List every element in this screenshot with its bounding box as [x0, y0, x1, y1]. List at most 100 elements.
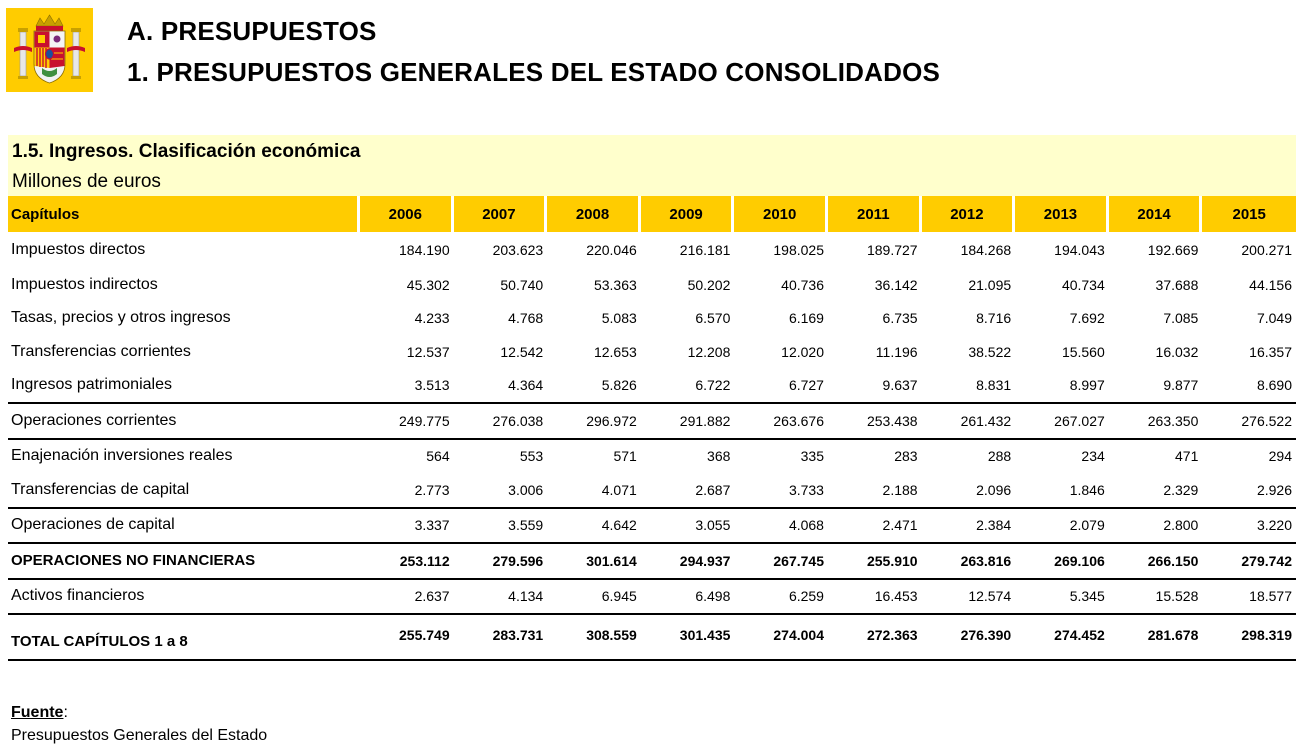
table-cell-value: 194.043: [1054, 242, 1105, 258]
table-cell-value: 6.498: [640, 577, 735, 614]
table-cell-value: 288: [921, 437, 1016, 474]
column-header-year: 2007: [453, 196, 548, 232]
column-header-year: 2011: [827, 196, 922, 232]
row-label: Transferencias corrientes: [11, 342, 191, 360]
table-cell-value: 3.220: [1202, 506, 1296, 543]
table-cell-value: 266.150: [1108, 542, 1203, 578]
table-cell-value: 571: [547, 437, 641, 474]
table-cell-value: 2.384: [921, 506, 1016, 543]
table-cell-value: 2.329: [1163, 481, 1199, 498]
column-header-year: 2015: [1202, 196, 1296, 232]
column-header-capitulos: Capítulos: [8, 196, 361, 232]
table-row: Tasas, precios y otros ingresos 4.233 4.76…: [8, 302, 1296, 336]
table-cell-value: 5.345: [1015, 577, 1109, 614]
table-cell-value: 8.997: [1069, 377, 1105, 394]
table-row: Activos financieros 2.637 4.134 6.945 6.498 6…: [8, 577, 1296, 614]
row-label: Activos financieros: [8, 577, 361, 614]
table-cell-value: 263.350: [1108, 402, 1203, 438]
section-header-band: [8, 135, 1296, 197]
table-cell-value: 253.112: [360, 542, 454, 578]
table-cell-value: 267.027: [1015, 402, 1109, 438]
table-cell-value: 21.095: [968, 276, 1012, 293]
table-cell-value: 40.734: [1061, 276, 1105, 293]
table-cell-value: 50.202: [687, 276, 731, 293]
table-cell-value: 3.006: [508, 481, 544, 498]
table-cell-value: 279.596: [453, 542, 548, 578]
table-cell-value: 8.690: [1256, 377, 1292, 394]
table-cell-value: 2.096: [976, 481, 1012, 498]
table-row: Impuestos directos 184.190 203.623 220.046 2…: [8, 232, 1296, 268]
table-cell-value: 7.085: [1163, 310, 1199, 327]
table-cell-value: 50.740: [500, 276, 544, 293]
table-cell-value: 283: [827, 437, 922, 474]
table-cell-value: 335: [734, 437, 828, 474]
table-cell-value: 294: [1202, 437, 1296, 474]
page-title: A. PRESUPUESTOS: [127, 16, 377, 46]
table-cell-value: 15.560: [1061, 343, 1105, 360]
table-row: OPERACIONES NO FINANCIERAS 253.112 279.596…: [8, 542, 1296, 578]
table-header-row: Capítulos 2006 2007 2008 2009 2010 2011 …: [8, 196, 1296, 232]
table-cell-value: 4.134: [453, 577, 548, 614]
table-cell-value: 38.522: [968, 343, 1012, 360]
column-header-year: 2009: [640, 196, 735, 232]
table-cell-value: 1.846: [1069, 481, 1105, 498]
row-label: Impuestos indirectos: [11, 275, 158, 293]
section-title: 1.5. Ingresos. Clasificación económica: [12, 141, 361, 162]
column-header-year: 2012: [921, 196, 1016, 232]
table-cell-value: 276.390: [921, 613, 1016, 661]
table-cell-value: 249.775: [360, 402, 454, 438]
table-row: Transferencias de capital 2.773 3.006 4.071…: [8, 473, 1296, 507]
table-cell-value: 3.733: [788, 481, 824, 498]
table-cell-value: 203.623: [492, 242, 544, 258]
row-label: Transferencias de capital: [11, 480, 190, 498]
table-cell-value: 4.364: [508, 377, 544, 394]
row-label: Enajenación inversiones reales: [8, 437, 361, 474]
table-cell-value: 184.190: [399, 242, 450, 258]
table-cell-value: 12.537: [406, 343, 450, 360]
table-cell-value: 200.271: [1241, 242, 1292, 258]
row-label: OPERACIONES NO FINANCIERAS: [8, 542, 361, 578]
table-cell-value: 3.513: [414, 377, 450, 394]
column-header-year: 2008: [547, 196, 641, 232]
table-cell-value: 2.926: [1256, 481, 1292, 498]
table-cell-value: 5.826: [601, 377, 637, 394]
table-cell-value: 12.020: [781, 343, 824, 360]
source-label-text: Fuente: [11, 704, 64, 721]
table-cell-value: 216.181: [679, 242, 731, 258]
table-row: Enajenación inversiones reales 564 553 571 3…: [8, 437, 1296, 474]
table-cell-value: 281.678: [1108, 613, 1203, 661]
table-cell-value: 12.542: [500, 343, 544, 360]
table-cell-value: 296.972: [547, 402, 641, 438]
column-header-year: 2014: [1108, 196, 1203, 232]
table-cell-value: 16.032: [1155, 343, 1199, 360]
table-cell-value: 298.319: [1202, 613, 1296, 661]
table-cell-value: 6.722: [695, 377, 731, 394]
table-row: Operaciones de capital 3.337 3.559 4.642 3.0…: [8, 506, 1296, 543]
table-cell-value: 255.749: [360, 613, 454, 661]
table-cell-value: 2.471: [827, 506, 922, 543]
row-label: Tasas, precios y otros ingresos: [11, 309, 231, 327]
table-row: Ingresos patrimoniales 3.513 4.364 5.826 6.7…: [8, 369, 1296, 403]
table-cell-value: 18.577: [1202, 577, 1296, 614]
table-cell-value: 15.528: [1108, 577, 1203, 614]
source-label: Fuente:: [11, 704, 68, 722]
table-cell-value: 276.038: [453, 402, 548, 438]
table-cell-value: 4.768: [508, 310, 544, 327]
table-cell-value: 9.637: [882, 377, 918, 394]
table-cell-value: 6.945: [547, 577, 641, 614]
table-cell-value: 2.079: [1015, 506, 1109, 543]
table-row: Impuestos indirectos 45.302 50.740 53.363 50…: [8, 268, 1296, 302]
table-cell-value: 7.049: [1256, 310, 1292, 327]
table-cell-value: 16.453: [827, 577, 922, 614]
table-cell-value: 269.106: [1015, 542, 1109, 578]
table-cell-value: 274.004: [734, 613, 828, 661]
table-cell-value: 3.055: [640, 506, 735, 543]
table-cell-value: 471: [1108, 437, 1203, 474]
table-cell-value: 283.731: [453, 613, 548, 661]
column-header-year: 2010: [734, 196, 828, 232]
table-row: TOTAL CAPÍTULOS 1 a 8 255.749 283.731 308.5…: [8, 613, 1296, 661]
table-cell-value: 12.653: [593, 343, 637, 360]
column-header-year: 2013: [1015, 196, 1109, 232]
table-cell-value: 263.676: [734, 402, 828, 438]
table-cell-value: 40.736: [781, 276, 824, 293]
